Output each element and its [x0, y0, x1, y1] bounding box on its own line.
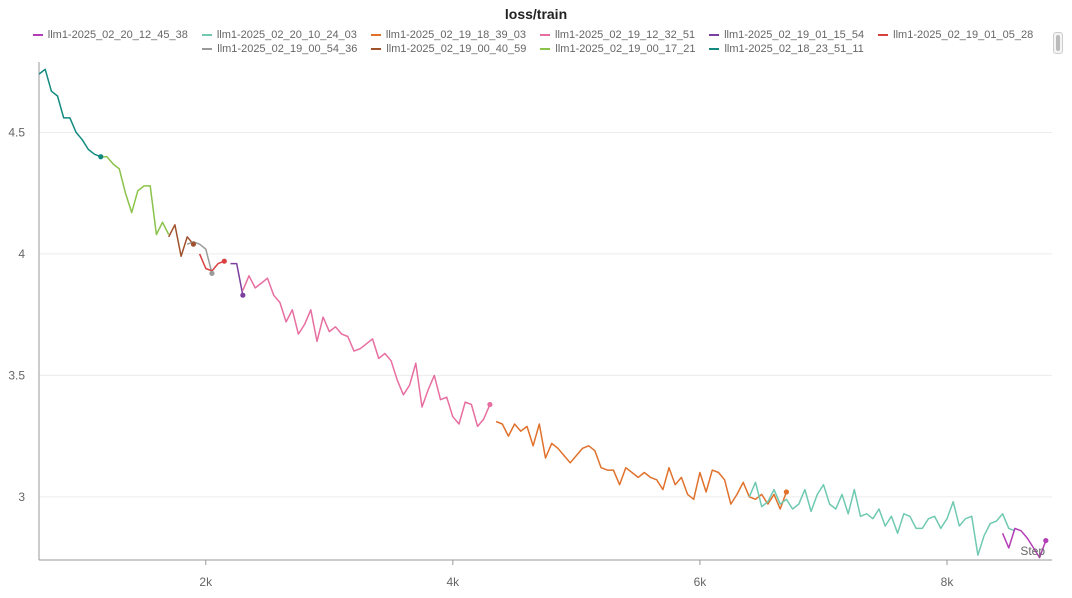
series-end-marker: [783, 489, 789, 495]
legend-swatch: [709, 48, 720, 50]
legend-swatch: [202, 48, 213, 50]
end-markers: [98, 154, 1049, 544]
legend-swatch: [709, 34, 720, 36]
legend-label: llm1-2025_02_19_01_15_54: [724, 29, 865, 41]
legend-row: llm1-2025_02_19_00_54_36 llm1-2025_02_19_…: [28, 42, 1038, 56]
legend-swatch: [371, 48, 382, 50]
series-end-marker: [487, 401, 493, 408]
legend-label: llm1-2025_02_19_12_32_51: [555, 29, 696, 41]
x-axis-label: Step: [1020, 544, 1045, 558]
series-lines: [39, 68, 1047, 559]
legend-label: llm1-2025_02_19_18_39_03: [385, 29, 526, 41]
legend-swatch: [201, 34, 212, 36]
legend-swatch: [370, 34, 381, 36]
legend-swatch: [540, 34, 550, 36]
legend-item[interactable]: llm1-2025_02_20_12_45_38: [32, 28, 188, 42]
legend-label: llm1-2025_02_20_12_45_38: [47, 29, 188, 41]
legend-swatch: [32, 34, 43, 36]
x-tick-label: 2k: [199, 575, 213, 589]
y-tick-label: 3: [18, 490, 25, 504]
series-end-marker: [240, 292, 246, 298]
x-tick-label: 4k: [447, 575, 461, 589]
chart-legend: llm1-2025_02_20_12_45_38 llm1-2025_02_20_…: [28, 28, 1038, 56]
legend-row: llm1-2025_02_20_12_45_38 llm1-2025_02_20_…: [28, 28, 1038, 42]
legend-scrollbar[interactable]: [1053, 32, 1063, 54]
series-line[interactable]: [495, 420, 788, 510]
legend-item[interactable]: llm1-2025_02_19_00_54_36: [202, 42, 357, 56]
series-line[interactable]: [748, 481, 1016, 556]
series-line[interactable]: [39, 68, 102, 158]
series-line[interactable]: [100, 155, 170, 236]
x-tick-label: 8k: [941, 575, 955, 589]
series-end-marker: [221, 258, 227, 264]
legend-label: llm1-2025_02_19_00_40_59: [386, 43, 527, 55]
legend-item[interactable]: llm1-2025_02_19_01_15_54: [709, 28, 864, 42]
legend-label: llm1-2025_02_18_23_51_11: [724, 43, 864, 55]
series-end-marker: [1043, 537, 1049, 544]
series-end-marker: [98, 154, 104, 160]
series-line[interactable]: [242, 275, 491, 428]
legend-label: llm1-2025_02_20_10_24_03: [216, 29, 357, 41]
series-line[interactable]: [1001, 527, 1047, 559]
y-tick-label: 3.5: [8, 368, 25, 382]
series-end-marker: [209, 270, 215, 276]
legend-item[interactable]: llm1-2025_02_19_01_05_28: [878, 28, 1033, 42]
series-line[interactable]: [230, 262, 244, 296]
grid-lines: [39, 131, 1052, 498]
series-end-marker: [190, 241, 197, 247]
legend-item[interactable]: llm1-2025_02_19_18_39_03: [370, 28, 526, 42]
legend-item[interactable]: llm1-2025_02_18_23_51_11: [709, 42, 864, 56]
legend-label: llm1-2025_02_19_01_05_28: [893, 29, 1034, 41]
legend-swatch: [540, 48, 551, 50]
legend-swatch: [878, 34, 889, 36]
y-tick-label: 4: [18, 247, 25, 261]
legend-item[interactable]: llm1-2025_02_20_10_24_03: [201, 28, 357, 42]
legend-label: llm1-2025_02_19_00_54_36: [217, 43, 358, 55]
chart-title: loss/train: [504, 6, 568, 22]
series-line[interactable]: [168, 224, 194, 258]
legend-item[interactable]: llm1-2025_02_19_00_40_59: [371, 42, 526, 56]
y-tick-label: 4.5: [8, 125, 25, 139]
x-tick-label: 6k: [694, 575, 708, 589]
legend-item[interactable]: llm1-2025_02_19_00_17_21: [540, 42, 695, 56]
legend-item[interactable]: llm1-2025_02_19_12_32_51: [540, 28, 695, 42]
series-line[interactable]: [198, 253, 225, 272]
axes: [38, 62, 1052, 565]
tick-labels: 3 3.5 4 4.5 2k 4k 6k 8k: [8, 125, 954, 589]
series-line[interactable]: [186, 241, 213, 274]
legend-label: llm1-2025_02_19_00_17_21: [555, 43, 696, 55]
